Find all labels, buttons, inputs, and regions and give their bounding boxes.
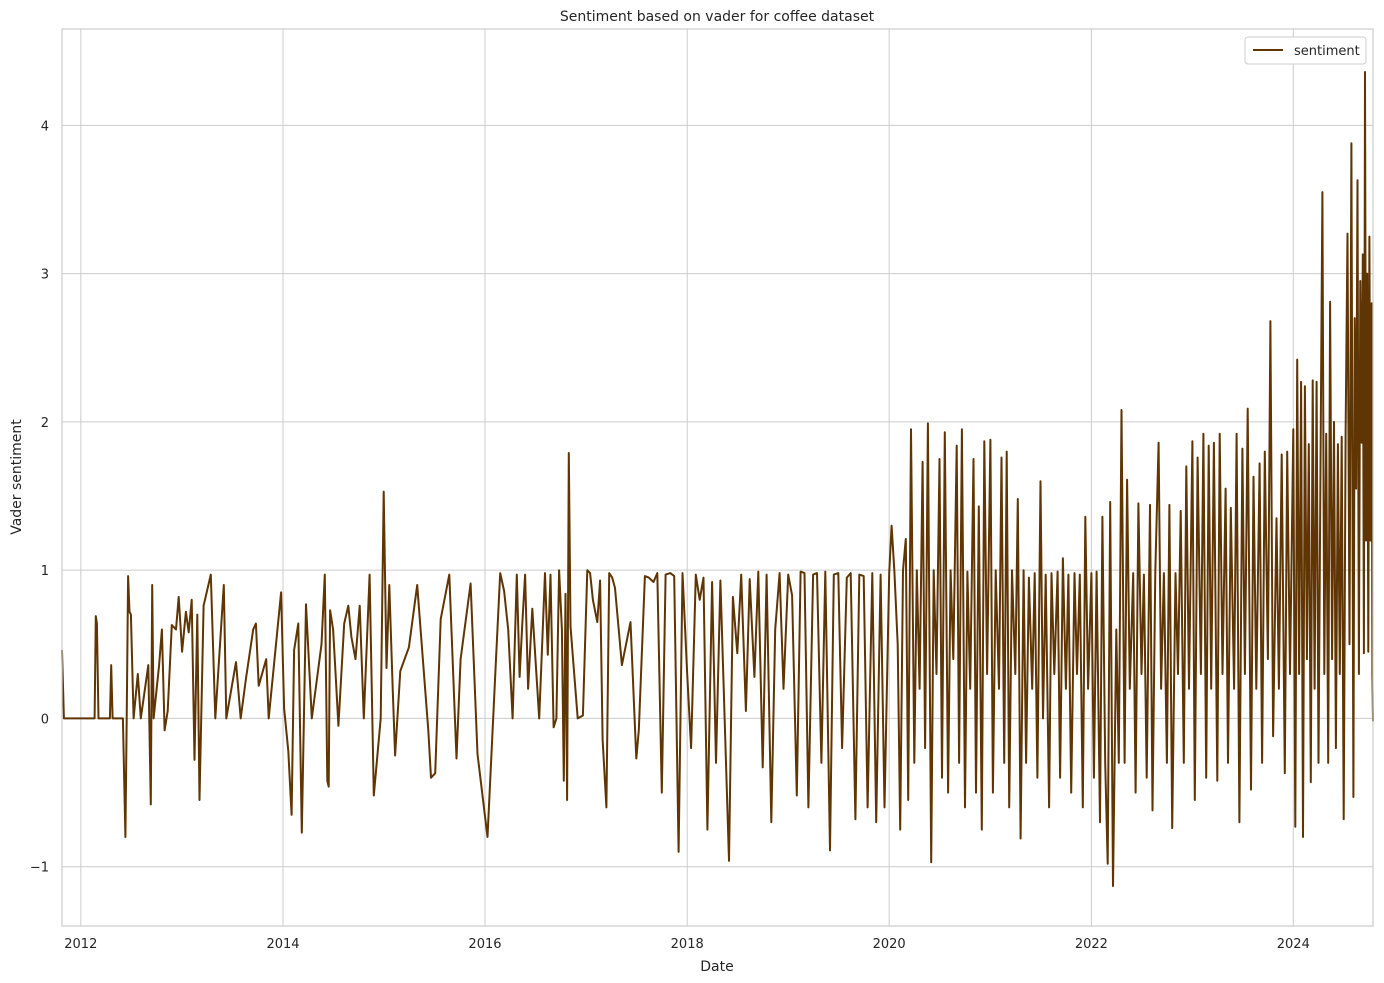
x-tick-label: 2016 [468,937,501,952]
legend-box [1244,36,1367,65]
legend-label-sentiment: sentiment [1294,44,1360,59]
y-tick-label: 1 [41,564,49,579]
plot-frame [61,28,1374,927]
x-axis-label: Date [700,959,733,975]
series-line-sentiment [61,71,1374,887]
y-tick-label: 0 [41,712,49,727]
x-tick-label: 2018 [671,937,704,952]
series-layer [61,71,1374,887]
y-tick-label: 3 [41,268,49,283]
x-tick-label: 2014 [266,937,299,952]
legend: sentiment [1244,36,1367,65]
grid-layer [62,29,1373,926]
y-tick-label: −1 [30,861,49,876]
x-tick-label: 2020 [873,937,906,952]
x-tick-label: 2022 [1075,937,1108,952]
x-tick-label: 2012 [64,937,97,952]
y-tick-label: 2 [41,416,49,431]
chart-title: Sentiment based on vader for coffee data… [560,9,875,25]
ticks-layer: 2012 2014 2016 2018 2020 2022 2024 −1 0 1 2 3 4 [30,119,1310,952]
x-tick-label: 2024 [1277,937,1310,952]
y-tick-label: 4 [41,119,49,134]
y-axis-label: Vader sentiment [9,419,25,535]
